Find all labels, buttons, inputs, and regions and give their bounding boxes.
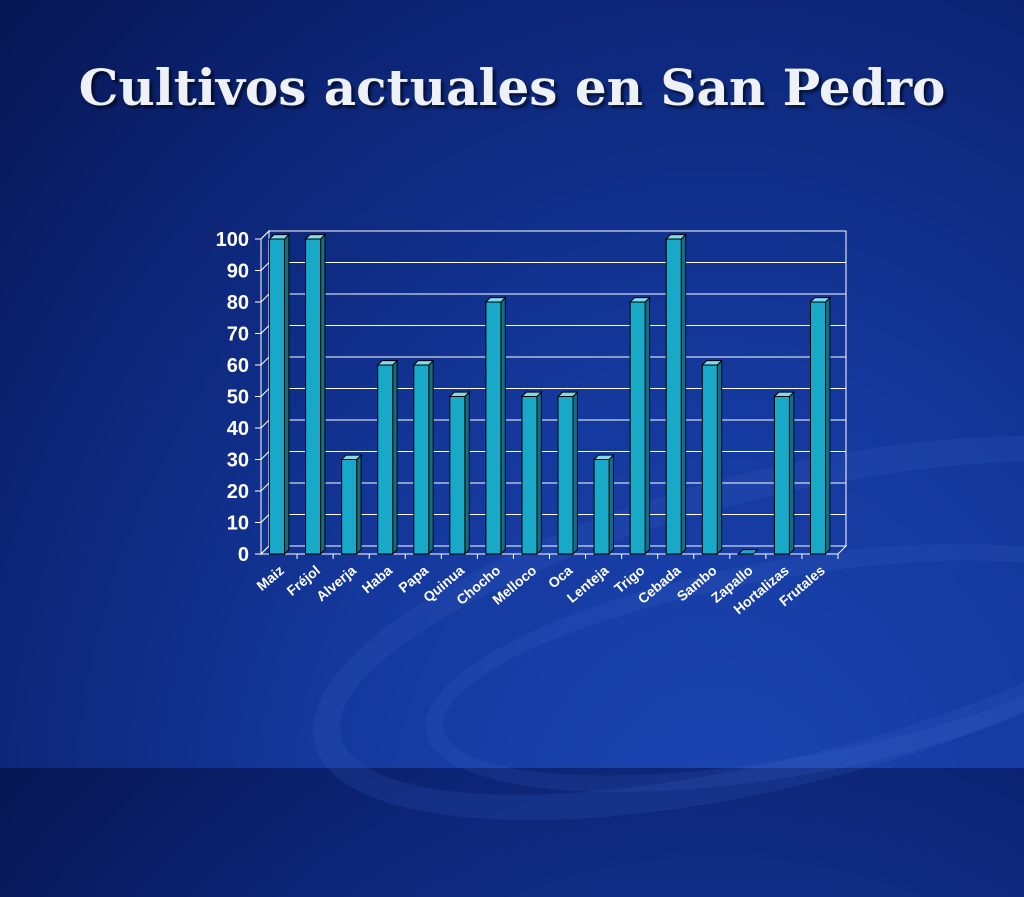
- bar-side: [392, 359, 398, 556]
- y-tick-label: 80: [227, 292, 249, 314]
- y-tick-label: 40: [227, 418, 249, 440]
- gridline: [260, 451, 846, 460]
- bar: [485, 301, 502, 555]
- gridline: [260, 514, 846, 523]
- y-tick-label: 0: [238, 544, 249, 566]
- gridline: [260, 230, 846, 240]
- bar-side: [464, 390, 470, 556]
- y-tick-label: 30: [227, 450, 249, 472]
- bar-side: [320, 233, 326, 556]
- gridline: [260, 293, 846, 303]
- y-tick-label: 20: [227, 481, 249, 503]
- bar: [341, 459, 358, 555]
- bar: [629, 301, 646, 555]
- x-tick-label: Haba: [359, 562, 396, 596]
- bar: [809, 301, 826, 555]
- bar: [665, 238, 682, 555]
- bar: [269, 238, 286, 555]
- bar-side: [716, 359, 723, 556]
- y-tick-label: 100: [216, 229, 249, 251]
- y-tick-label: 70: [227, 324, 249, 346]
- y-tick-label: 50: [227, 387, 249, 409]
- bar: [773, 396, 790, 555]
- bar-side: [788, 390, 795, 556]
- bar-side: [572, 390, 578, 556]
- slide-title: Cultivos actuales en San Pedro: [78, 58, 946, 117]
- x-tick-label: Lenteja: [564, 562, 612, 606]
- gridline: [260, 388, 846, 397]
- y-tick-label: 10: [227, 513, 249, 535]
- bar-side: [428, 359, 434, 556]
- gridline: [260, 482, 846, 492]
- y-tick-label: 90: [227, 261, 249, 283]
- bar-side: [680, 233, 687, 556]
- bar: [593, 459, 610, 555]
- gridline: [260, 356, 846, 366]
- x-tick-label: Maiz: [253, 562, 287, 594]
- bar-side: [500, 296, 506, 556]
- bar-side: [356, 453, 362, 556]
- bar-side: [608, 453, 614, 556]
- gridline: [260, 419, 846, 429]
- y-tick-label: 60: [227, 355, 249, 377]
- x-tick-label: Alverja: [313, 562, 359, 604]
- bar-side: [644, 296, 651, 556]
- bar: [521, 396, 538, 555]
- bar-side: [284, 233, 290, 556]
- bar: [305, 238, 322, 555]
- bar: [701, 364, 718, 555]
- bar: [737, 549, 759, 555]
- bar: [449, 396, 466, 555]
- bar: [557, 396, 574, 555]
- bar-side: [536, 390, 542, 556]
- bar: [413, 364, 430, 555]
- gridline: [260, 325, 846, 334]
- gridline: [260, 262, 846, 271]
- bar-side: [824, 296, 831, 556]
- bar: [377, 364, 394, 555]
